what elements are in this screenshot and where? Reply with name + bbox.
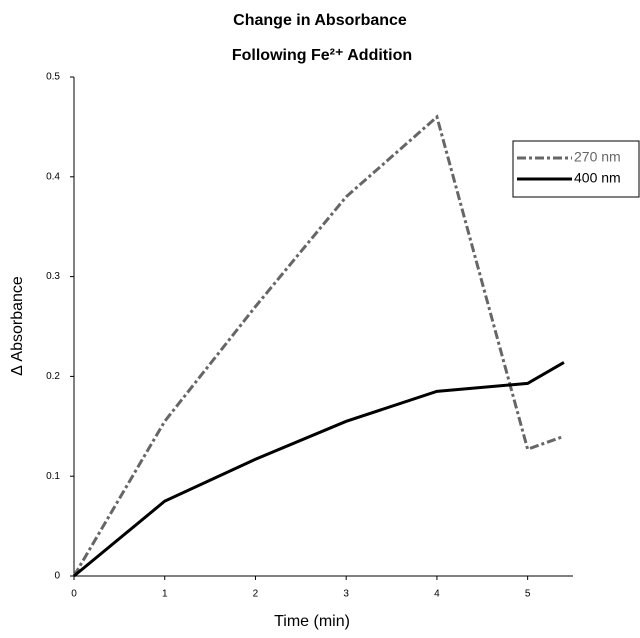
legend-label: 270 nm [574, 149, 621, 165]
x-tick-label: 3 [343, 589, 349, 600]
y-axis-label: Δ Absorbance [9, 276, 26, 376]
y-tick-label: 0.2 [46, 371, 60, 382]
chart-title: Change in Absorbance [233, 12, 407, 29]
x-tick-label: 5 [525, 589, 531, 600]
x-tick-label: 1 [162, 589, 168, 600]
legend-box [512, 140, 640, 198]
x-tick-label: 0 [71, 589, 77, 600]
x-tick-label: 2 [253, 589, 259, 600]
chart-title: Following Fe²⁺ Addition [232, 47, 412, 64]
y-tick-label: 0.3 [46, 271, 60, 282]
y-tick-label: 0.4 [46, 171, 60, 182]
y-tick-label: 0.5 [46, 72, 60, 83]
y-tick-label: 0 [54, 571, 60, 582]
line-series [72, 114, 565, 577]
line-series [73, 361, 565, 578]
legend-label: 400 nm [574, 170, 621, 186]
x-tick-label: 4 [434, 589, 440, 600]
x-axis-label: Time (min) [274, 613, 350, 630]
y-tick-label: 0.1 [46, 471, 60, 482]
